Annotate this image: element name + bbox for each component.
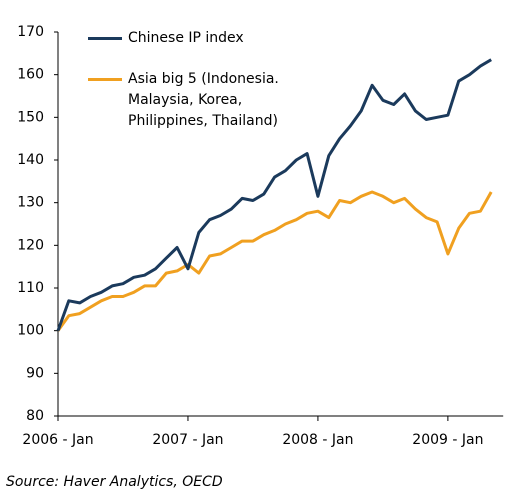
y-tick-label: 130 [17,195,44,211]
y-tick-label: 110 [17,280,44,296]
y-tick-label: 170 [17,24,44,40]
legend-swatch [88,37,122,40]
legend: Chinese IP index Asia big 5 (Indonesia. M… [88,28,318,152]
y-tick-label: 150 [17,109,44,125]
data-line [56,190,493,332]
legend-label: Chinese IP index [128,30,244,46]
x-tick-label: 2008 - Jan [282,432,353,448]
y-tick-label: 160 [17,67,44,83]
legend-item: Chinese IP index [88,28,318,49]
y-tick-label: 80 [26,408,44,424]
y-tick-label: 90 [26,365,44,381]
y-tick-label: 140 [17,152,44,168]
legend-item: Asia big 5 (Indonesia. Malaysia, Korea, … [88,69,318,132]
x-tick-label: 2006 - Jan [22,432,93,448]
legend-swatch [88,78,122,81]
x-tick-label: 2007 - Jan [152,432,223,448]
y-tick-label: 100 [17,323,44,339]
source-note: Source: Haver Analytics, OECD [6,474,223,490]
y-tick-label: 120 [17,237,44,253]
legend-label: Asia big 5 (Indonesia. Malaysia, Korea, … [128,71,279,129]
data-line [56,58,492,332]
x-tick-label: 2009 - Jan [412,432,483,448]
